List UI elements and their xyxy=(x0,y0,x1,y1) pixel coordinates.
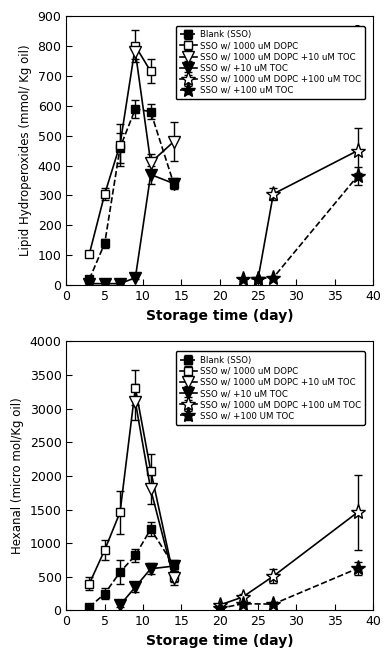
Legend: Blank (SSO), SSO w/ 1000 uM DOPC, SSO w/ 1000 uM DOPC +10 uM TOC, SSO w/ +10 uM : Blank (SSO), SSO w/ 1000 uM DOPC, SSO w/… xyxy=(176,26,365,100)
Y-axis label: Lipid Hydroperoxides (mmol/ Kg oil): Lipid Hydroperoxides (mmol/ Kg oil) xyxy=(19,45,32,256)
Y-axis label: Hexanal (micro mol/Kg oil): Hexanal (micro mol/Kg oil) xyxy=(11,397,24,554)
X-axis label: Storage time (day): Storage time (day) xyxy=(146,634,294,648)
Text: A: A xyxy=(351,24,364,42)
Legend: Blank (SSO), SSO w/ 1000 uM DOPC, SSO w/ 1000 uM DOPC +10 uM TOC, SSO w/ +10 uM : Blank (SSO), SSO w/ 1000 uM DOPC, SSO w/… xyxy=(176,351,365,424)
X-axis label: Storage time (day): Storage time (day) xyxy=(146,308,294,322)
Text: B: B xyxy=(351,349,364,368)
